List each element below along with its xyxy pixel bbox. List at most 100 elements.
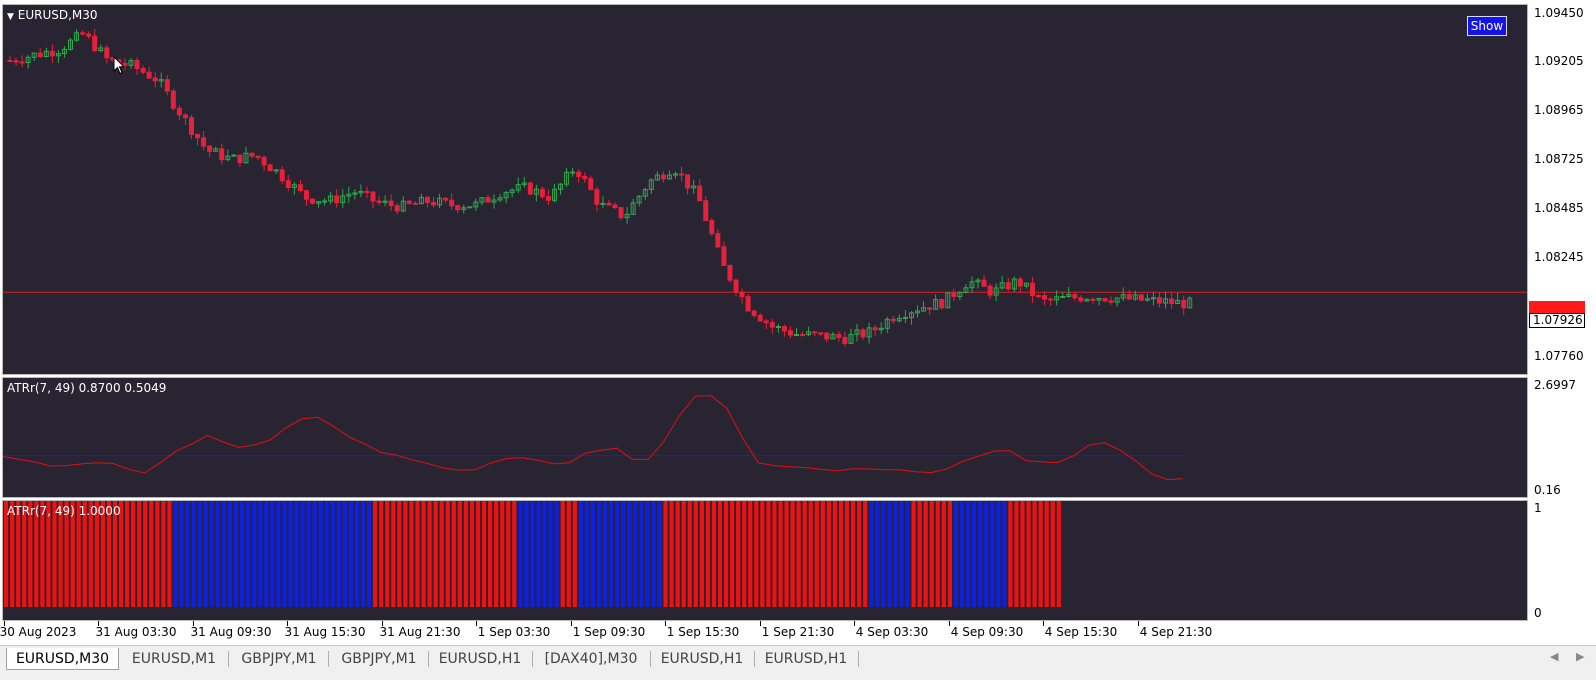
histogram-bar <box>947 501 952 607</box>
candle <box>443 196 449 203</box>
candle <box>769 318 775 334</box>
candle <box>1187 296 1193 309</box>
candle <box>98 44 104 53</box>
candle <box>558 183 564 195</box>
histogram-bar <box>161 501 166 607</box>
histogram-bar <box>923 501 928 607</box>
candle <box>364 186 370 199</box>
time-axis-tick <box>476 621 477 626</box>
candle <box>860 327 866 340</box>
tab-gbpjpy-m1-2[interactable]: GBPJPY,M1 <box>341 651 417 667</box>
tab-separator <box>858 651 859 667</box>
histogram-bar <box>554 501 559 607</box>
candle <box>1072 291 1078 301</box>
histogram-bar <box>149 501 154 607</box>
histogram-bar <box>167 501 172 607</box>
candle <box>721 241 727 266</box>
histogram-bar <box>112 501 118 607</box>
candle <box>25 55 31 69</box>
histogram-bar <box>959 501 965 607</box>
histogram-bar <box>143 501 148 607</box>
candle <box>642 187 648 201</box>
atr-histogram-pane[interactable]: ATRr(7, 49) 1.0000 <box>2 500 1528 621</box>
time-axis-tick <box>4 621 5 626</box>
candle <box>19 55 25 67</box>
candle <box>140 65 146 75</box>
price-chart-pane[interactable]: ▼ EURUSD,M30 <box>2 4 1528 375</box>
histogram-bar <box>215 501 220 607</box>
tab-eurusd-m1[interactable]: EURUSD,M1 <box>131 651 217 667</box>
tab-eurusd-m30[interactable]: EURUSD,M30 <box>6 648 119 670</box>
candle <box>933 294 939 310</box>
histogram-bar <box>294 501 299 607</box>
histogram-bar <box>439 501 444 607</box>
candle <box>201 131 207 151</box>
histogram-bar <box>306 501 311 607</box>
scroll-right-icon[interactable]: ▶ <box>1576 650 1585 663</box>
time-axis-label: 31 Aug 21:30 <box>379 625 461 639</box>
candle <box>358 184 364 198</box>
histogram-bar <box>609 501 614 607</box>
histogram-bar <box>802 501 807 607</box>
candle <box>55 50 61 64</box>
tab-gbpjpy-m1[interactable]: GBPJPY,M1 <box>241 651 317 667</box>
time-axis-tick <box>665 621 666 626</box>
candle <box>1169 292 1175 309</box>
candle <box>521 176 527 188</box>
candle <box>570 167 576 177</box>
tab-separator <box>650 651 651 667</box>
candle <box>781 324 787 337</box>
histogram-bar <box>893 501 898 607</box>
time-axis-label: 30 Aug 2023 <box>0 625 77 639</box>
scroll-left-icon[interactable]: ◀ <box>1550 650 1559 663</box>
candle <box>394 202 400 215</box>
candle <box>812 331 818 337</box>
candle <box>1150 292 1156 306</box>
tab-dax40-m30[interactable]: [DAX40],M30 <box>544 651 638 667</box>
chart-symbol-label: ▼ EURUSD,M30 <box>7 8 98 22</box>
histogram-bar <box>300 501 305 607</box>
candle <box>164 74 170 96</box>
histogram-bar <box>209 501 214 607</box>
atr-indicator-pane[interactable]: ATRr(7, 49) 0.8700 0.5049 <box>2 377 1528 498</box>
histogram-bar <box>723 501 729 607</box>
histogram-bar <box>657 501 662 607</box>
candle <box>431 196 436 208</box>
histogram-bar <box>814 501 819 607</box>
candle <box>527 181 533 196</box>
histogram-bar <box>330 501 335 607</box>
histogram-bar <box>469 501 475 607</box>
price-axis-label: 1.09450 <box>1534 6 1584 20</box>
histogram-bar <box>227 501 233 607</box>
price-axis-label: 1.08965 <box>1534 103 1584 117</box>
histogram-bar <box>354 501 360 607</box>
candle <box>915 305 920 318</box>
histogram-bar <box>542 501 547 607</box>
tab-eurusd-h1[interactable]: EURUSD,H1 <box>438 651 522 667</box>
histogram-bar <box>203 501 208 607</box>
time-axis-tick <box>98 621 99 626</box>
histogram-bar <box>1044 501 1049 607</box>
candle <box>884 316 890 334</box>
candle <box>533 184 539 202</box>
candle <box>503 190 509 204</box>
histogram-bar <box>421 501 426 607</box>
histogram-bar <box>318 501 323 607</box>
histogram-bar <box>796 501 801 607</box>
tab-eurusd-h1-2[interactable]: EURUSD,H1 <box>660 651 744 667</box>
candle <box>207 145 213 158</box>
candle <box>346 186 352 203</box>
time-axis-label: 31 Aug 15:30 <box>284 625 366 639</box>
histogram-bar <box>844 501 850 607</box>
triangle-down-icon[interactable]: ▼ <box>7 12 14 22</box>
candle <box>182 112 188 125</box>
show-button[interactable]: Show <box>1467 16 1507 36</box>
tab-eurusd-h1-3[interactable]: EURUSD,H1 <box>764 651 848 667</box>
histogram-bar <box>905 501 910 607</box>
candle <box>733 278 739 297</box>
time-axis-label: 1 Sep 09:30 <box>572 625 646 639</box>
candle <box>352 189 358 200</box>
candle <box>987 283 993 299</box>
candle <box>310 198 315 205</box>
candle <box>787 326 793 339</box>
